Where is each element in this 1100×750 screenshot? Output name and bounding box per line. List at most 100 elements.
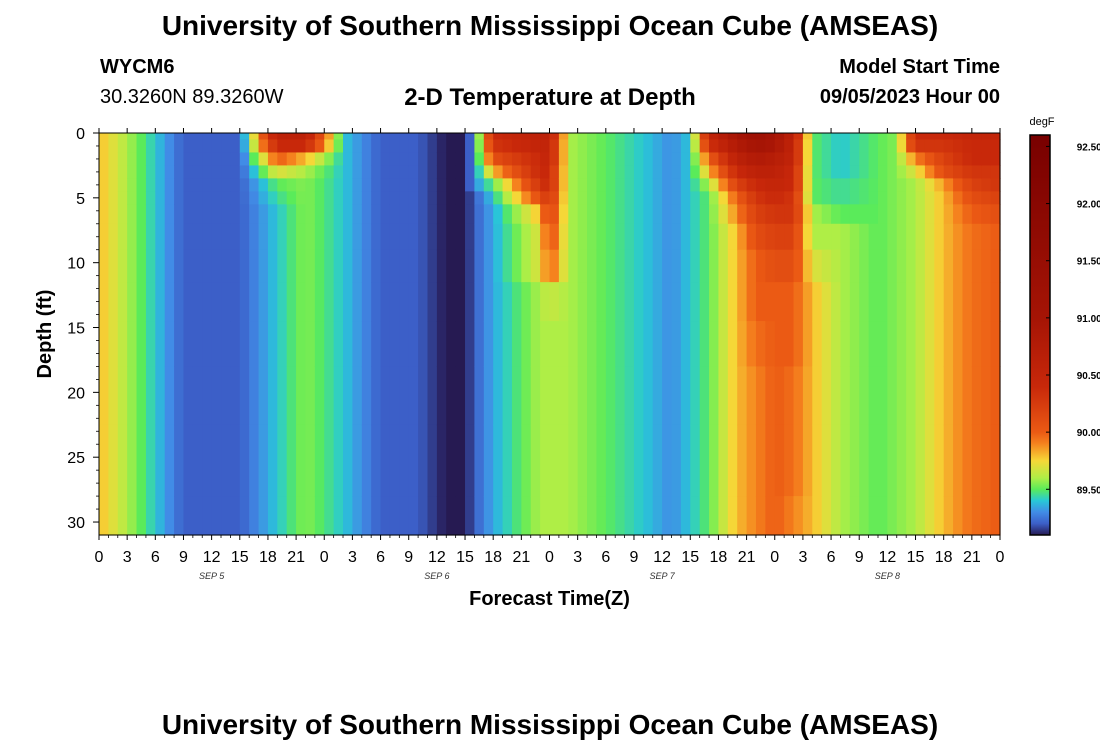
heatmap-cell — [305, 133, 316, 141]
heatmap-cell — [465, 321, 476, 368]
heatmap-cell — [371, 139, 382, 154]
heatmap-cell — [296, 204, 307, 225]
heatmap-cell — [305, 178, 316, 192]
heatmap-cell — [802, 204, 813, 225]
heatmap-cell — [174, 321, 185, 368]
heatmap-cell — [934, 191, 945, 205]
heatmap-cell — [455, 223, 466, 251]
heatmap-cell — [239, 165, 250, 179]
heatmap-cell — [859, 204, 870, 225]
heatmap-cell — [192, 152, 203, 167]
heatmap-cell — [737, 139, 748, 154]
heatmap-cell — [934, 282, 945, 322]
heatmap-cell — [286, 152, 297, 167]
heatmap-cell — [943, 282, 954, 322]
heatmap-cell — [239, 139, 250, 154]
heatmap-cell — [943, 178, 954, 192]
heatmap-cell — [709, 178, 720, 192]
heatmap-cell — [662, 366, 673, 426]
heatmap-cell — [915, 165, 926, 179]
heatmap-cell — [145, 165, 156, 179]
heatmap-cell — [465, 424, 476, 497]
heatmap-cell — [267, 424, 278, 497]
heatmap-cell — [267, 152, 278, 167]
heatmap-cell — [174, 204, 185, 225]
heatmap-cell — [943, 191, 954, 205]
heatmap-cell — [427, 178, 438, 192]
heatmap-cell — [211, 366, 222, 426]
footer-title: University of Southern Mississippi Ocean… — [161, 709, 939, 740]
heatmap-cell — [136, 424, 147, 497]
heatmap-cell — [314, 223, 325, 251]
heatmap-cell — [924, 366, 935, 426]
heatmap-cell — [765, 223, 776, 251]
heatmap-cell — [859, 191, 870, 205]
heatmap-cell — [624, 191, 635, 205]
heatmap-cell — [389, 321, 400, 368]
heatmap-cell — [652, 366, 663, 426]
heatmap-cell — [380, 133, 391, 141]
heatmap-cell — [474, 282, 485, 322]
heatmap-cell — [605, 178, 616, 192]
heatmap-cell — [343, 282, 354, 322]
heatmap-cell — [690, 223, 701, 251]
heatmap-cell — [540, 249, 551, 283]
heatmap-cell — [671, 152, 682, 167]
heatmap-cell — [868, 191, 879, 205]
heatmap-cell — [436, 139, 447, 154]
heatmap-cell — [408, 139, 419, 154]
heatmap-cell — [474, 204, 485, 225]
heatmap-cell — [784, 191, 795, 205]
heatmap-cell — [455, 496, 466, 536]
heatmap-cell — [727, 321, 738, 368]
model-start-label: Model Start Time — [839, 56, 1000, 78]
heatmap-cell — [192, 133, 203, 141]
heatmap-cell — [249, 223, 260, 251]
heatmap-cell — [324, 249, 335, 283]
heatmap-cell — [230, 133, 241, 141]
heatmap-cell — [221, 204, 231, 225]
heatmap-cell — [371, 133, 382, 141]
heatmap-cell — [145, 249, 156, 283]
heatmap-cell — [117, 249, 128, 283]
heatmap-cell — [211, 249, 222, 283]
heatmap-cell — [389, 366, 400, 426]
colorbar-tick-label: 91.500 — [1077, 257, 1100, 268]
heatmap-cell — [755, 249, 766, 283]
heatmap-cell — [361, 424, 372, 497]
heatmap-cell — [418, 249, 429, 283]
heatmap-cell — [221, 496, 231, 536]
heatmap-cell — [577, 204, 588, 225]
heatmap-cell — [352, 223, 363, 251]
heatmap-cell — [408, 191, 419, 205]
heatmap-cell — [446, 321, 457, 368]
heatmap-cell — [277, 282, 288, 322]
heatmap-cell — [483, 282, 494, 322]
heatmap-cell — [427, 282, 438, 322]
heatmap-cell — [249, 282, 260, 322]
heatmap-cell — [849, 152, 860, 167]
heatmap-cell — [840, 223, 851, 251]
heatmap-cell — [680, 139, 691, 154]
heatmap-cell — [915, 178, 926, 192]
heatmap-cell — [680, 366, 691, 426]
heatmap-cell — [981, 496, 992, 536]
heatmap-cell — [755, 152, 766, 167]
heatmap-cell — [408, 249, 419, 283]
heatmap-cell — [493, 223, 504, 251]
heatmap-cell — [868, 223, 879, 251]
heatmap-cell — [906, 139, 917, 154]
heatmap-cell — [296, 139, 307, 154]
heatmap-cell — [568, 178, 579, 192]
heatmap-cell — [709, 191, 720, 205]
heatmap-cell — [671, 133, 682, 141]
heatmap-cell — [333, 139, 344, 154]
heatmap-cell — [183, 249, 194, 283]
heatmap-cell — [558, 191, 569, 205]
heatmap-cell — [221, 165, 231, 179]
heatmap-cell — [361, 139, 372, 154]
heatmap-cell — [765, 204, 776, 225]
heatmap-cell — [662, 223, 673, 251]
heatmap-cell — [718, 496, 729, 536]
heatmap-cell — [643, 249, 654, 283]
